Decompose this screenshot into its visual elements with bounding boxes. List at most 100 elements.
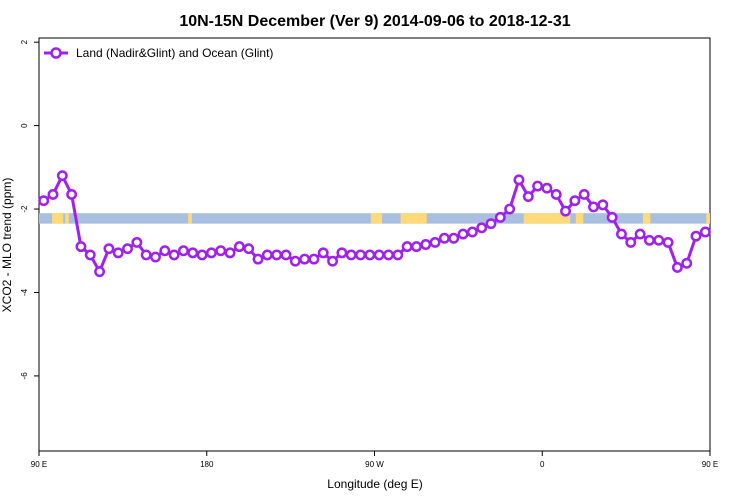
data-point [317, 247, 329, 259]
data-point [196, 249, 208, 261]
y-axis-label: XCO2 - MLO trend (ppm) [0, 178, 14, 313]
data-point [476, 222, 488, 234]
y-tick-label: -2 [20, 205, 29, 213]
data-point [699, 226, 711, 238]
data-point [420, 239, 432, 250]
data-point [345, 249, 357, 261]
data-point [364, 249, 376, 261]
y-tick-label: -6 [20, 372, 29, 380]
land-patch [642, 213, 651, 224]
data-point [625, 236, 637, 248]
data-point [485, 218, 497, 230]
data-point [280, 249, 292, 261]
y-tick-label: 0 [20, 123, 29, 128]
land-patch [370, 213, 382, 224]
data-point [103, 243, 115, 255]
data-point [597, 199, 609, 211]
data-point [159, 245, 171, 257]
data-point [690, 230, 702, 242]
y-tick-label: -4 [20, 288, 29, 296]
land-patch [575, 213, 584, 224]
data-point [140, 249, 152, 261]
data-point [383, 249, 394, 261]
data-point [634, 228, 646, 240]
data-point [327, 255, 339, 267]
data-point [299, 253, 311, 265]
data-point [261, 249, 273, 261]
y-tick-label: 2 [20, 39, 29, 44]
data-point [662, 236, 674, 248]
data-point [681, 257, 693, 269]
series-layer [38, 170, 711, 278]
data-point [494, 211, 506, 223]
legend: Land (Nadir&Glint) and Ocean (Glint) [44, 46, 273, 60]
legend-marker-swatch [50, 47, 62, 59]
data-point [131, 236, 143, 248]
data-point [410, 241, 422, 253]
data-point [541, 182, 553, 194]
x-tick-label: 90 E [702, 460, 718, 469]
data-point [550, 188, 562, 200]
data-point [112, 247, 124, 259]
chart-title: 10N-15N December (Ver 9) 2014-09-06 to 2… [179, 13, 570, 30]
land-patch [52, 213, 64, 224]
land-patch [188, 213, 192, 224]
data-point [457, 228, 469, 240]
data-point [438, 232, 450, 244]
data-point [643, 234, 655, 246]
data-point [47, 188, 59, 200]
data-point [289, 255, 301, 267]
data-point [66, 188, 78, 200]
data-point [588, 201, 599, 213]
data-point [355, 249, 366, 261]
data-point [215, 245, 227, 257]
data-point [150, 251, 161, 263]
data-point [569, 195, 581, 207]
data-point [560, 205, 571, 217]
data-point [578, 188, 590, 200]
data-point [224, 247, 236, 259]
x-tick-label: 180 [200, 460, 214, 469]
data-point [187, 247, 199, 259]
land-patch [523, 213, 571, 224]
data-point [308, 253, 320, 265]
data-point [671, 261, 683, 273]
data-point [205, 247, 217, 259]
data-point [448, 232, 460, 244]
data-point [513, 174, 525, 186]
data-point [75, 241, 87, 253]
land-patch [400, 213, 427, 224]
data-point [336, 247, 348, 259]
data-point [38, 195, 50, 207]
axis-ticks: 90 E 180 90 W 0 90 E 2 0 -2 -4 -6 [20, 39, 718, 469]
data-point [653, 234, 665, 246]
data-point [522, 191, 534, 202]
data-point [392, 249, 404, 261]
data-point [122, 243, 133, 255]
data-point [252, 253, 264, 265]
data-point [168, 249, 180, 261]
x-tick-label: 0 [540, 460, 545, 469]
data-point [373, 249, 385, 261]
data-point [616, 228, 627, 240]
legend-label: Land (Nadir&Glint) and Ocean (Glint) [76, 46, 273, 60]
surface-band [39, 213, 710, 224]
data-point [429, 236, 441, 248]
data-point [94, 266, 106, 278]
data-point [606, 211, 618, 223]
data-point [84, 249, 96, 261]
x-axis-label: Longitude (deg E) [327, 477, 422, 491]
x-tick-label: 90 W [365, 460, 384, 469]
data-point [466, 226, 478, 238]
data-point [233, 241, 245, 253]
x-tick-label: 90 E [31, 460, 47, 469]
data-point [243, 243, 255, 255]
data-point [178, 245, 189, 257]
data-point [504, 203, 516, 215]
data-point [271, 249, 283, 261]
land-patch [65, 213, 69, 224]
data-point [56, 170, 68, 182]
data-point [532, 180, 544, 192]
data-point [401, 241, 413, 253]
